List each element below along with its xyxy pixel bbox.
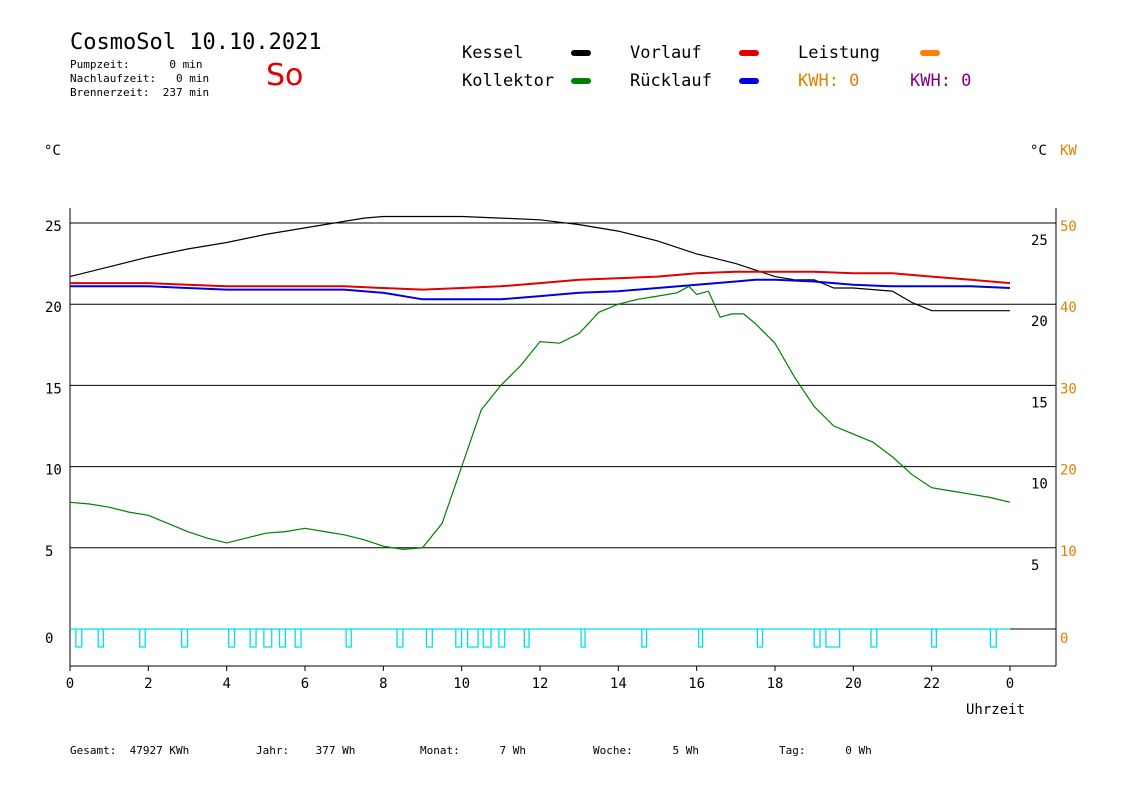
x-tick-label: 4: [222, 676, 230, 692]
legend-vorlauf-label: Vorlauf: [630, 43, 702, 63]
legend-kessel-label: Kessel: [462, 43, 524, 63]
footer-woche: Woche: 5 Wh: [593, 744, 699, 757]
pump-on-marker: [697, 629, 704, 648]
x-tick-label: 2: [144, 676, 152, 692]
left-unit-label: °C: [44, 143, 61, 159]
pump-on-marker: [825, 629, 841, 648]
x-tick-label: 8: [379, 676, 387, 692]
y2-tick-label: 0: [1060, 631, 1068, 647]
x-tick-label: 0: [1006, 676, 1014, 692]
y-tick-label-right: 5: [1031, 558, 1039, 574]
x-tick-label: 22: [923, 676, 940, 692]
x-tick-label: 10: [453, 676, 470, 692]
pumpzeit-label: Pumpzeit: 0 min: [70, 58, 203, 71]
pump-on-marker: [396, 629, 404, 648]
page-title: CosmoSol 10.10.2021: [70, 30, 322, 55]
right-unit-kw-label: KW: [1060, 143, 1077, 159]
x-tick-label: 18: [767, 676, 784, 692]
footer-jahr: Jahr: 377 Wh: [256, 744, 356, 757]
pump-on-marker: [580, 629, 586, 648]
y2-tick-label: 20: [1060, 463, 1077, 479]
y-tick-label-left: 20: [45, 300, 62, 316]
footer-gesamt: Gesamt: 47927 KWh: [70, 744, 190, 757]
pump-on-marker: [345, 629, 352, 648]
pump-on-marker: [180, 629, 189, 648]
pump-on-marker: [641, 629, 648, 648]
x-tick-label: 14: [610, 676, 627, 692]
nachlaufzeit-label: Nachlaufzeit: 0 min: [70, 72, 210, 85]
right-unit-label: °C: [1030, 143, 1047, 159]
footer-monat: Monat: 7 Wh: [420, 744, 526, 757]
x-tick-label: 20: [845, 676, 862, 692]
y-tick-label-right: 10: [1031, 477, 1048, 493]
y2-tick-label: 40: [1060, 300, 1077, 316]
weekday-label: So: [266, 58, 304, 93]
pump-on-marker: [813, 629, 821, 648]
legend-leistung-swatch: [920, 50, 940, 56]
x-tick-label: 6: [301, 676, 309, 692]
pump-on-marker: [482, 629, 492, 648]
pump-on-marker: [97, 629, 104, 648]
pump-on-marker: [249, 629, 257, 648]
pump-on-marker: [227, 629, 236, 648]
x-tick-label: 16: [688, 676, 705, 692]
legend-ruecklauf-label: Rücklauf: [630, 71, 712, 91]
series-line-ruecklauf: [70, 278, 1011, 301]
pump-on-marker: [455, 629, 463, 648]
y-tick-label-right: 25: [1031, 233, 1048, 249]
legend-kwh-purple: KWH: 0: [910, 71, 972, 91]
legend-leistung-label: Leistung: [798, 43, 880, 63]
pump-on-marker: [523, 629, 530, 648]
y2-tick-label: 50: [1060, 219, 1077, 235]
x-tick-label: 12: [532, 676, 549, 692]
pump-on-marker: [75, 629, 83, 648]
y-tick-label-left: 5: [45, 544, 53, 560]
y2-tick-label: 30: [1060, 381, 1077, 397]
y-tick-label-left: 10: [45, 463, 62, 479]
pump-on-marker: [498, 629, 506, 648]
legend-vorlauf-swatch: [739, 50, 759, 56]
legend-kwh-orange: KWH: 0: [798, 71, 860, 91]
pump-on-marker: [139, 629, 146, 648]
pump-on-marker: [425, 629, 433, 648]
brennerzeit-label: Brennerzeit: 237 min: [70, 86, 210, 99]
y-tick-label-right: 15: [1031, 395, 1048, 411]
series-line-vorlauf: [70, 270, 1011, 291]
footer-tag: Tag: 0 Wh: [779, 744, 872, 757]
legend-kollektor-swatch: [571, 78, 591, 84]
pump-on-marker: [756, 629, 764, 648]
pump-on-marker: [870, 629, 878, 648]
pump-on-marker: [278, 629, 287, 648]
legend-ruecklauf-swatch: [739, 78, 759, 84]
legend-kollektor-label: Kollektor: [462, 71, 555, 91]
y-tick-label-right: 20: [1031, 314, 1048, 330]
series-line-kollektor: [69, 285, 1011, 551]
series-line-kessel: [69, 215, 1010, 312]
y2-tick-label: 10: [1060, 544, 1077, 560]
y-tick-label-left: 0: [45, 631, 53, 647]
pump-on-marker: [294, 629, 302, 648]
x-tick-label: 0: [66, 676, 74, 692]
y-tick-label-left: 25: [45, 219, 62, 235]
pump-on-marker: [931, 629, 938, 648]
pump-on-marker: [466, 629, 479, 648]
x-axis-label: Uhrzeit: [966, 702, 1026, 718]
legend-kessel-swatch: [571, 50, 591, 56]
y-tick-label-left: 15: [45, 381, 62, 397]
pump-on-marker: [989, 629, 997, 648]
pump-on-marker: [263, 629, 273, 648]
